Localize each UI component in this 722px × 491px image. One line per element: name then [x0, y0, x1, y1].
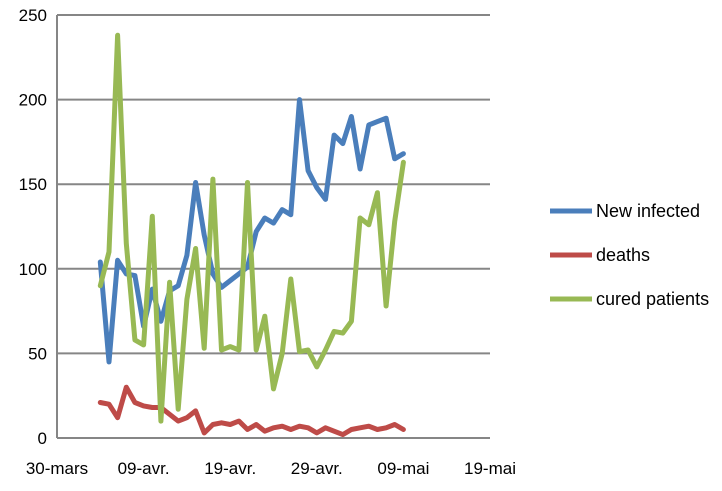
x-tick-label: 09-mai — [377, 459, 429, 478]
y-tick-label: 200 — [19, 91, 47, 110]
y-tick-label: 100 — [19, 260, 47, 279]
y-tick-label: 150 — [19, 175, 47, 194]
x-tick-label: 29-avr. — [291, 459, 343, 478]
x-tick-label: 19-avr. — [204, 459, 256, 478]
series-line-1 — [97, 384, 406, 438]
y-tick-label: 50 — [28, 344, 47, 363]
axes — [56, 15, 490, 439]
x-tick-label: 19-mai — [464, 459, 516, 478]
series-lines — [97, 32, 406, 438]
x-tick-labels: 30-mars 09-avr. 19-avr. 29-avr. 09-mai 19-mai — [26, 459, 516, 478]
y-tick-label: 0 — [38, 429, 47, 448]
legend: New infected deaths cured patients — [550, 201, 709, 309]
x-tick-label: 30-mars — [26, 459, 88, 478]
legend-label: deaths — [596, 245, 650, 265]
legend-label: cured patients — [596, 289, 709, 309]
legend-label: New infected — [596, 201, 700, 221]
y-tick-labels: 0 50 100 150 200 250 — [19, 6, 47, 448]
x-tick-label: 09-avr. — [118, 459, 170, 478]
series-line-2 — [97, 32, 406, 424]
y-tick-label: 250 — [19, 6, 47, 25]
